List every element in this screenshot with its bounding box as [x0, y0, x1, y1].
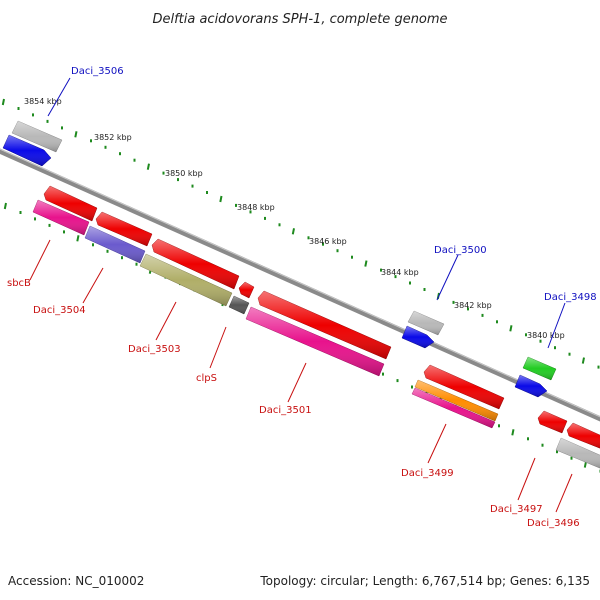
scale-labels: 3854 kbp 3852 kbp 3850 kbp 3848 kbp 3846… — [24, 97, 565, 340]
gene-shade — [96, 212, 152, 246]
gene-label-daci-3504[interactable]: Daci_3504 — [33, 305, 86, 316]
genome-backbone — [0, 148, 600, 422]
scale-tick — [581, 357, 585, 364]
gene-shade — [44, 186, 97, 221]
gene-shade — [33, 200, 89, 235]
gene-label-daci-3501[interactable]: Daci_3501 — [259, 405, 312, 416]
scale-tick — [364, 260, 368, 267]
gene-shade — [229, 296, 249, 314]
gene-label-daci-3500[interactable]: Daci_3500 — [434, 245, 487, 256]
gene-shade — [152, 239, 239, 289]
gene-shade — [239, 282, 254, 298]
gene-shade — [556, 438, 600, 469]
gene-shade — [523, 357, 556, 380]
gene-shade — [538, 411, 567, 433]
scale-label: 3848 kbp — [237, 203, 275, 212]
gene-shade — [258, 291, 391, 359]
gene-shade — [412, 388, 495, 428]
gene-label-sbcb[interactable]: sbcB — [7, 278, 31, 289]
scale-tick — [3, 202, 7, 210]
gene-shade — [12, 121, 62, 152]
scale-label: 3854 kbp — [24, 97, 62, 106]
scale-tick — [509, 325, 513, 332]
gene-label-daci-3497[interactable]: Daci_3497 — [490, 504, 543, 515]
gene-shade — [424, 365, 504, 409]
gene-label-clps[interactable]: clpS — [196, 373, 217, 384]
gene-label-daci-3496[interactable]: Daci_3496 — [527, 518, 580, 529]
gene-label-daci-3506[interactable]: Daci_3506 — [71, 66, 124, 77]
gene-shade — [515, 375, 547, 397]
scale-label: 3850 kbp — [165, 169, 203, 178]
scale-label: 3842 kbp — [454, 301, 492, 310]
scale-label: 3852 kbp — [94, 133, 132, 142]
gene-shade — [246, 307, 384, 376]
gene-shade — [567, 423, 600, 449]
gene-labels: Daci_3506 Daci_3500 Daci_3498 sbcB Daci_… — [7, 66, 597, 529]
scale-tick — [146, 163, 150, 170]
scale-tick — [76, 235, 80, 242]
scale-tick — [583, 461, 587, 468]
scale-label: 3844 kbp — [381, 268, 419, 277]
gene-label-daci-3498[interactable]: Daci_3498 — [544, 292, 597, 303]
gene-shade — [3, 135, 51, 166]
scale-tick — [511, 429, 515, 436]
map-title: Delftia acidovorans SPH-1, complete geno… — [152, 12, 447, 27]
scale-tick — [1, 98, 5, 106]
gene-label-daci-3499[interactable]: Daci_3499 — [401, 468, 454, 479]
accession-text: Accession: NC_010002 — [8, 574, 145, 588]
label-leaders — [29, 77, 573, 513]
gene-features — [2, 120, 600, 469]
gene-shade — [408, 311, 444, 335]
genome-stats-text: Topology: circular; Length: 6,767,514 bp… — [260, 574, 590, 588]
scale-ticks-forward — [1, 98, 600, 369]
gene-shade — [415, 380, 498, 421]
scale-tick — [291, 228, 295, 235]
scale-label: 3840 kbp — [527, 331, 565, 340]
scale-tick — [74, 131, 78, 138]
gene-label-daci-3503[interactable]: Daci_3503 — [128, 344, 181, 355]
gene-shade — [402, 326, 434, 348]
scale-tick — [219, 195, 223, 203]
gene-shade — [85, 226, 145, 263]
scale-label: 3846 kbp — [309, 237, 347, 246]
gene-shade — [140, 254, 232, 306]
